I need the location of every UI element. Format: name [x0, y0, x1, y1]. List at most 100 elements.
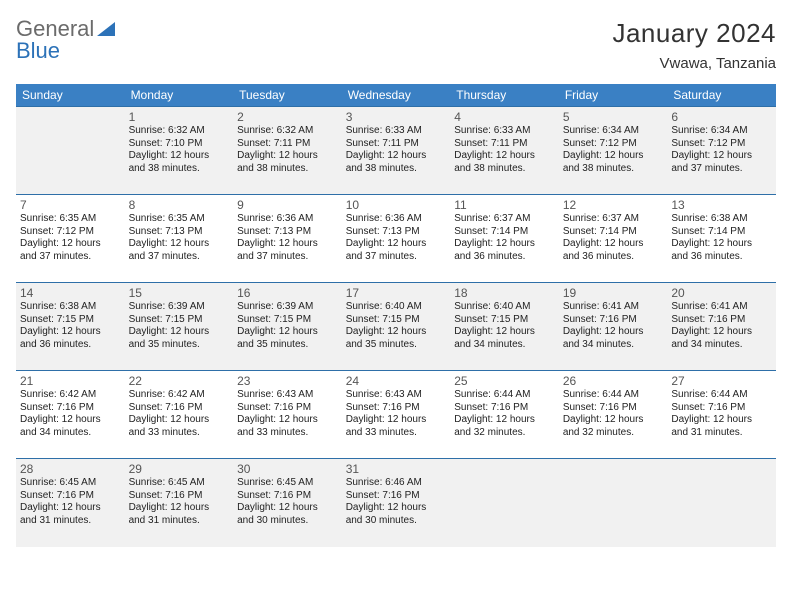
day-info-line: and 36 minutes. [671, 251, 772, 264]
day-info: Sunrise: 6:35 AMSunset: 7:12 PMDaylight:… [20, 213, 121, 263]
day-info: Sunrise: 6:35 AMSunset: 7:13 PMDaylight:… [129, 213, 230, 263]
day-info-line: Sunrise: 6:37 AM [563, 213, 664, 226]
day-number: 2 [237, 110, 338, 124]
day-info: Sunrise: 6:44 AMSunset: 7:16 PMDaylight:… [563, 389, 664, 439]
day-info-line: Sunset: 7:16 PM [346, 490, 447, 503]
day-info-line: Sunset: 7:16 PM [20, 402, 121, 415]
day-info-line: and 34 minutes. [563, 339, 664, 352]
day-info-line: Sunrise: 6:44 AM [671, 389, 772, 402]
day-info-line: Sunrise: 6:39 AM [237, 301, 338, 314]
calendar-day-cell: 19Sunrise: 6:41 AMSunset: 7:16 PMDayligh… [559, 283, 668, 371]
day-info-line: Sunset: 7:13 PM [237, 226, 338, 239]
day-info-line: Sunrise: 6:34 AM [671, 125, 772, 138]
day-info-line: Sunset: 7:16 PM [671, 314, 772, 327]
calendar-day-cell [667, 459, 776, 547]
day-info-line: Daylight: 12 hours [563, 150, 664, 163]
calendar-day-cell: 29Sunrise: 6:45 AMSunset: 7:16 PMDayligh… [125, 459, 234, 547]
day-info-line: and 38 minutes. [563, 163, 664, 176]
day-number: 12 [563, 198, 664, 212]
day-info: Sunrise: 6:40 AMSunset: 7:15 PMDaylight:… [346, 301, 447, 351]
day-info-line: Daylight: 12 hours [346, 414, 447, 427]
day-info-line: Daylight: 12 hours [20, 502, 121, 515]
day-info-line: Daylight: 12 hours [129, 238, 230, 251]
logo-text: General Blue [16, 18, 115, 62]
logo-triangle-icon [97, 22, 115, 36]
day-info-line: Sunrise: 6:40 AM [346, 301, 447, 314]
day-info-line: Sunset: 7:15 PM [129, 314, 230, 327]
day-number: 18 [454, 286, 555, 300]
day-info-line: Daylight: 12 hours [454, 150, 555, 163]
day-number: 8 [129, 198, 230, 212]
day-number: 24 [346, 374, 447, 388]
day-info-line: Sunset: 7:11 PM [346, 138, 447, 151]
day-info-line: Sunrise: 6:35 AM [129, 213, 230, 226]
weekday-header: Monday [125, 84, 234, 107]
calendar-day-cell: 8Sunrise: 6:35 AMSunset: 7:13 PMDaylight… [125, 195, 234, 283]
day-info: Sunrise: 6:42 AMSunset: 7:16 PMDaylight:… [129, 389, 230, 439]
day-number: 22 [129, 374, 230, 388]
day-number: 27 [671, 374, 772, 388]
day-info-line: Sunset: 7:15 PM [346, 314, 447, 327]
day-info-line: Sunrise: 6:37 AM [454, 213, 555, 226]
weekday-header: Friday [559, 84, 668, 107]
day-info-line: Sunset: 7:16 PM [20, 490, 121, 503]
day-info: Sunrise: 6:33 AMSunset: 7:11 PMDaylight:… [346, 125, 447, 175]
calendar-day-cell: 9Sunrise: 6:36 AMSunset: 7:13 PMDaylight… [233, 195, 342, 283]
day-number: 11 [454, 198, 555, 212]
calendar-day-cell: 4Sunrise: 6:33 AMSunset: 7:11 PMDaylight… [450, 107, 559, 195]
day-info-line: Sunrise: 6:32 AM [237, 125, 338, 138]
day-info-line: Daylight: 12 hours [129, 502, 230, 515]
day-number: 9 [237, 198, 338, 212]
day-number: 20 [671, 286, 772, 300]
day-info-line: Sunrise: 6:35 AM [20, 213, 121, 226]
day-info-line: and 30 minutes. [346, 515, 447, 528]
day-info-line: and 34 minutes. [20, 427, 121, 440]
calendar-day-cell: 22Sunrise: 6:42 AMSunset: 7:16 PMDayligh… [125, 371, 234, 459]
day-info-line: Daylight: 12 hours [237, 326, 338, 339]
weekday-header: Sunday [16, 84, 125, 107]
day-info-line: Daylight: 12 hours [237, 502, 338, 515]
day-info: Sunrise: 6:45 AMSunset: 7:16 PMDaylight:… [237, 477, 338, 527]
weekday-header: Tuesday [233, 84, 342, 107]
day-info-line: and 35 minutes. [237, 339, 338, 352]
day-info-line: Sunrise: 6:46 AM [346, 477, 447, 490]
day-info-line: Daylight: 12 hours [454, 414, 555, 427]
day-info-line: and 34 minutes. [454, 339, 555, 352]
day-number: 13 [671, 198, 772, 212]
day-info-line: Sunrise: 6:36 AM [237, 213, 338, 226]
page-title: January 2024 [612, 18, 776, 49]
calendar-week-row: 14Sunrise: 6:38 AMSunset: 7:15 PMDayligh… [16, 283, 776, 371]
day-info: Sunrise: 6:39 AMSunset: 7:15 PMDaylight:… [237, 301, 338, 351]
day-info-line: Sunset: 7:14 PM [454, 226, 555, 239]
day-info-line: Sunset: 7:10 PM [129, 138, 230, 151]
calendar-day-cell: 24Sunrise: 6:43 AMSunset: 7:16 PMDayligh… [342, 371, 451, 459]
day-info-line: Sunset: 7:16 PM [563, 314, 664, 327]
calendar-day-cell: 13Sunrise: 6:38 AMSunset: 7:14 PMDayligh… [667, 195, 776, 283]
calendar-day-cell [559, 459, 668, 547]
day-info-line: and 31 minutes. [20, 515, 121, 528]
day-info-line: and 37 minutes. [129, 251, 230, 264]
day-info-line: Sunrise: 6:40 AM [454, 301, 555, 314]
day-number: 10 [346, 198, 447, 212]
day-info-line: Daylight: 12 hours [129, 150, 230, 163]
day-number: 19 [563, 286, 664, 300]
day-info: Sunrise: 6:44 AMSunset: 7:16 PMDaylight:… [671, 389, 772, 439]
day-info: Sunrise: 6:46 AMSunset: 7:16 PMDaylight:… [346, 477, 447, 527]
day-info-line: Sunset: 7:13 PM [129, 226, 230, 239]
day-info-line: Sunset: 7:16 PM [237, 490, 338, 503]
day-info-line: Daylight: 12 hours [563, 414, 664, 427]
day-info: Sunrise: 6:43 AMSunset: 7:16 PMDaylight:… [346, 389, 447, 439]
day-number: 1 [129, 110, 230, 124]
day-info: Sunrise: 6:45 AMSunset: 7:16 PMDaylight:… [129, 477, 230, 527]
calendar-day-cell: 23Sunrise: 6:43 AMSunset: 7:16 PMDayligh… [233, 371, 342, 459]
day-info-line: Daylight: 12 hours [129, 326, 230, 339]
calendar-day-cell: 31Sunrise: 6:46 AMSunset: 7:16 PMDayligh… [342, 459, 451, 547]
day-info-line: Sunrise: 6:34 AM [563, 125, 664, 138]
calendar-day-cell: 15Sunrise: 6:39 AMSunset: 7:15 PMDayligh… [125, 283, 234, 371]
day-number: 25 [454, 374, 555, 388]
day-info: Sunrise: 6:34 AMSunset: 7:12 PMDaylight:… [563, 125, 664, 175]
calendar-day-cell: 12Sunrise: 6:37 AMSunset: 7:14 PMDayligh… [559, 195, 668, 283]
day-info-line: Sunrise: 6:43 AM [346, 389, 447, 402]
calendar-table: Sunday Monday Tuesday Wednesday Thursday… [16, 84, 776, 547]
day-info-line: Daylight: 12 hours [20, 414, 121, 427]
